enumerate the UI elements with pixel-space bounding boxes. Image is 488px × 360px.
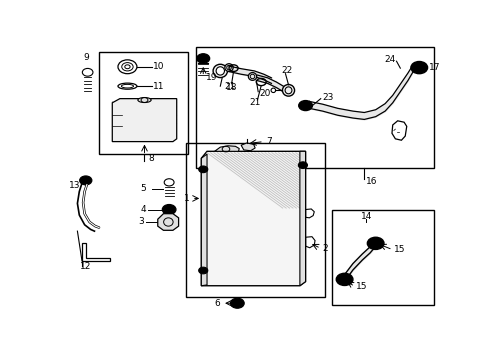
Ellipse shape: [138, 98, 151, 103]
Polygon shape: [241, 143, 255, 151]
Bar: [331, 210, 433, 305]
Text: 17: 17: [428, 63, 439, 72]
Text: 10: 10: [153, 62, 164, 71]
Text: 7: 7: [265, 136, 271, 145]
Circle shape: [298, 100, 312, 111]
Text: 1: 1: [183, 194, 189, 203]
Ellipse shape: [282, 85, 294, 96]
Bar: [195, 48, 433, 168]
Text: 2: 2: [321, 244, 327, 253]
Text: 14: 14: [360, 212, 371, 221]
Circle shape: [416, 66, 420, 69]
Polygon shape: [158, 214, 178, 230]
Circle shape: [230, 298, 244, 308]
Text: 8: 8: [148, 154, 154, 163]
Text: 3: 3: [139, 217, 144, 226]
Circle shape: [410, 62, 427, 74]
Text: 13: 13: [68, 181, 80, 190]
Circle shape: [80, 176, 92, 185]
Polygon shape: [299, 151, 305, 286]
Text: 6: 6: [214, 299, 220, 308]
Ellipse shape: [248, 73, 256, 80]
Text: 24: 24: [384, 55, 395, 64]
Circle shape: [373, 242, 377, 245]
Text: 4: 4: [141, 205, 146, 214]
Ellipse shape: [216, 67, 224, 75]
Polygon shape: [201, 151, 305, 286]
Text: 21: 21: [249, 98, 261, 107]
Text: 11: 11: [153, 82, 164, 91]
Text: 20: 20: [259, 89, 270, 98]
Polygon shape: [214, 146, 239, 151]
Text: 5: 5: [141, 184, 146, 193]
Text: 16: 16: [366, 177, 377, 186]
Text: 23: 23: [322, 93, 333, 102]
Circle shape: [366, 237, 383, 249]
Text: 19: 19: [206, 73, 217, 82]
Text: 21: 21: [224, 82, 235, 91]
Text: 15: 15: [355, 282, 366, 291]
Circle shape: [342, 278, 346, 281]
Text: 18: 18: [225, 83, 237, 92]
Polygon shape: [201, 154, 206, 286]
Circle shape: [336, 273, 352, 285]
Ellipse shape: [224, 64, 233, 72]
Polygon shape: [112, 99, 176, 141]
Text: 12: 12: [80, 262, 91, 271]
Bar: [99, 51, 188, 154]
Circle shape: [198, 267, 207, 274]
Circle shape: [162, 204, 176, 215]
Text: 9: 9: [82, 53, 88, 62]
Text: 15: 15: [393, 245, 405, 254]
Circle shape: [196, 54, 209, 63]
Text: 22: 22: [281, 66, 292, 75]
Circle shape: [198, 166, 207, 173]
Ellipse shape: [213, 64, 227, 77]
Circle shape: [298, 162, 307, 168]
Bar: [186, 143, 324, 297]
